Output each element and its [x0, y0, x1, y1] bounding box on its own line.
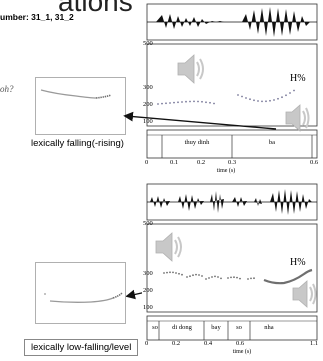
top-word-label: ba: [268, 139, 276, 146]
top-time-axis-title: time (s): [216, 168, 236, 174]
top-f0-tick-200: 200: [143, 101, 153, 108]
top-time-tick: 0.3: [228, 159, 237, 166]
top-caption: lexically falling(-rising): [31, 138, 124, 149]
bottom-time-tick: 0.6: [236, 340, 245, 347]
bottom-pitch-track: [163, 271, 255, 280]
bottom-word-label: so: [236, 324, 242, 331]
bottom-f0-tick-200: 200: [143, 287, 153, 294]
speaker-icon[interactable]: [153, 230, 183, 264]
top-waveform: [147, 7, 317, 37]
top-praat-graphic: [146, 3, 318, 159]
top-pitch-question: oh?: [0, 84, 14, 94]
top-pitch-track: [157, 89, 295, 105]
bottom-word-label: di dong: [172, 324, 192, 331]
top-time-tick: 0.1: [170, 159, 179, 166]
speaker-icon[interactable]: [283, 102, 311, 134]
bottom-pitch-contour-box: [35, 262, 126, 324]
slide-number-label: umber: 31_1, 31_2: [0, 12, 74, 22]
bottom-word-label: bay: [211, 324, 221, 331]
speaker-icon[interactable]: [175, 52, 205, 86]
bottom-time-tick: 0.2: [172, 340, 181, 347]
top-time-tick: 0: [145, 159, 149, 166]
top-f0-tick-100: 100: [143, 118, 153, 125]
bottom-caption: lexically low-falling/level: [24, 339, 139, 356]
bottom-time-axis-title: time (s): [232, 349, 252, 355]
bottom-praat-panel: 500 300 200 100 H% so di dong bay so nha…: [142, 180, 323, 361]
bottom-f0-tick-500: 500: [143, 220, 153, 227]
bottom-pitch-final: [263, 268, 313, 285]
bottom-word-label: nha: [264, 324, 274, 331]
bottom-time-tick: 0.4: [204, 340, 213, 347]
bottom-f0-tick-300: 300: [143, 270, 153, 277]
top-time-tick: 0.2: [197, 159, 206, 166]
bottom-pitch-frame: [146, 223, 318, 313]
top-f0-tick-300: 300: [143, 84, 153, 91]
speaker-icon[interactable]: [290, 278, 318, 310]
bottom-pitch-contour: [44, 292, 123, 303]
bottom-boundary-tone: H%: [290, 257, 306, 268]
bottom-praat-graphic: [146, 183, 318, 341]
bottom-waveform: [147, 189, 317, 215]
bottom-tier-frame: [146, 315, 318, 341]
bottom-time-tick: 1.1: [310, 340, 319, 347]
bottom-f0-tick-100: 100: [143, 304, 153, 311]
slide-title: ations: [58, 0, 133, 17]
top-time-tick: 0.6: [310, 159, 319, 166]
top-boundary-tone: H%: [290, 73, 306, 84]
top-word-label: thuy dinh: [184, 139, 210, 146]
top-f0-tick-500: 500: [143, 40, 153, 47]
bottom-word-label: so: [152, 324, 158, 331]
top-pitch-contour-box: [35, 77, 126, 135]
top-pitch-contour: [40, 89, 112, 99]
bottom-time-tick: 0: [145, 340, 149, 347]
